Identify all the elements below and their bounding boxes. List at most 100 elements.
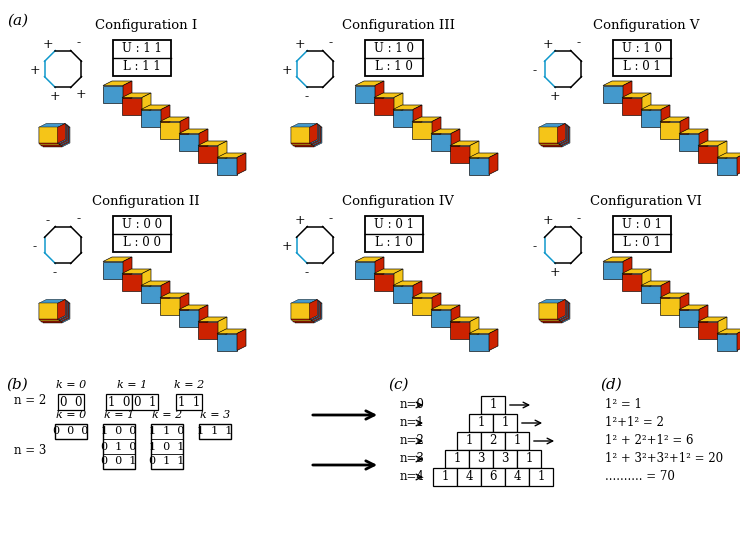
Polygon shape <box>559 301 568 321</box>
Polygon shape <box>38 299 66 304</box>
FancyBboxPatch shape <box>445 450 469 468</box>
Polygon shape <box>412 117 441 121</box>
Polygon shape <box>718 141 727 162</box>
FancyBboxPatch shape <box>103 424 135 469</box>
Polygon shape <box>680 117 689 138</box>
Polygon shape <box>541 301 568 306</box>
Polygon shape <box>295 307 314 323</box>
Text: -: - <box>305 266 309 280</box>
FancyBboxPatch shape <box>469 414 493 432</box>
Polygon shape <box>489 329 498 351</box>
Text: 1: 1 <box>477 417 485 429</box>
Polygon shape <box>540 129 559 145</box>
FancyBboxPatch shape <box>457 432 481 450</box>
Text: 1: 1 <box>525 453 533 465</box>
Text: k = 3: k = 3 <box>200 410 230 420</box>
FancyBboxPatch shape <box>469 450 493 468</box>
Text: +: + <box>550 266 560 280</box>
Polygon shape <box>141 105 170 110</box>
FancyBboxPatch shape <box>199 424 231 439</box>
Polygon shape <box>355 81 384 85</box>
Polygon shape <box>62 303 70 323</box>
Polygon shape <box>39 300 67 304</box>
FancyBboxPatch shape <box>106 394 132 410</box>
Polygon shape <box>469 329 498 334</box>
Polygon shape <box>394 93 403 115</box>
Polygon shape <box>59 125 67 145</box>
Polygon shape <box>431 305 460 310</box>
Polygon shape <box>679 310 699 326</box>
Polygon shape <box>122 93 151 98</box>
Polygon shape <box>141 285 161 302</box>
Polygon shape <box>413 281 422 302</box>
Polygon shape <box>559 125 568 145</box>
Polygon shape <box>43 307 62 323</box>
Polygon shape <box>660 117 689 121</box>
Polygon shape <box>699 305 708 326</box>
Polygon shape <box>539 304 559 320</box>
Polygon shape <box>680 293 689 315</box>
Polygon shape <box>660 297 680 315</box>
Text: -: - <box>577 213 581 225</box>
Polygon shape <box>314 127 322 147</box>
Polygon shape <box>39 128 58 144</box>
Polygon shape <box>541 306 560 321</box>
Text: +: + <box>295 214 306 228</box>
Polygon shape <box>698 146 718 162</box>
Polygon shape <box>122 98 142 115</box>
Polygon shape <box>198 321 218 338</box>
Text: -: - <box>329 213 333 225</box>
Polygon shape <box>561 126 569 146</box>
Polygon shape <box>559 124 566 144</box>
Text: 1² + 3²+3²+1² = 20: 1² + 3²+3²+1² = 20 <box>605 453 723 465</box>
Text: -: - <box>329 37 333 49</box>
Polygon shape <box>312 125 319 145</box>
Text: 2: 2 <box>489 434 497 448</box>
Polygon shape <box>541 126 568 130</box>
FancyBboxPatch shape <box>433 468 457 486</box>
Polygon shape <box>61 126 69 146</box>
Polygon shape <box>539 124 565 127</box>
Polygon shape <box>161 105 170 126</box>
Text: +: + <box>282 240 292 254</box>
Polygon shape <box>542 302 569 306</box>
Polygon shape <box>123 81 132 102</box>
Text: 1: 1 <box>514 434 521 448</box>
Polygon shape <box>622 274 642 290</box>
Text: n=0: n=0 <box>400 398 425 412</box>
FancyBboxPatch shape <box>613 216 671 252</box>
Polygon shape <box>40 125 67 129</box>
Polygon shape <box>450 317 479 321</box>
Polygon shape <box>198 141 227 146</box>
Polygon shape <box>717 153 740 157</box>
Polygon shape <box>539 299 565 304</box>
Polygon shape <box>641 281 670 285</box>
Polygon shape <box>660 121 680 138</box>
Text: 0  1  1: 0 1 1 <box>149 456 185 466</box>
Text: 1: 1 <box>537 470 545 484</box>
Polygon shape <box>312 126 320 146</box>
Polygon shape <box>717 157 737 175</box>
Polygon shape <box>179 305 208 310</box>
Polygon shape <box>412 293 441 297</box>
Text: k = 2: k = 2 <box>174 380 204 390</box>
Polygon shape <box>489 153 498 175</box>
Text: Configuration I: Configuration I <box>95 19 197 33</box>
Polygon shape <box>160 117 189 121</box>
Polygon shape <box>160 293 189 297</box>
Text: L : 1 1: L : 1 1 <box>123 60 161 74</box>
Text: k = 2: k = 2 <box>152 410 182 420</box>
Polygon shape <box>641 110 661 126</box>
Polygon shape <box>450 146 470 162</box>
Polygon shape <box>543 303 570 307</box>
FancyBboxPatch shape <box>481 468 505 486</box>
Polygon shape <box>539 124 566 128</box>
Text: +: + <box>282 64 292 78</box>
Polygon shape <box>540 305 559 321</box>
Text: 1  1  0: 1 1 0 <box>149 427 185 437</box>
Text: n=2: n=2 <box>400 434 425 448</box>
Polygon shape <box>199 129 208 151</box>
Polygon shape <box>292 300 318 304</box>
Polygon shape <box>374 274 394 290</box>
Polygon shape <box>293 126 320 130</box>
